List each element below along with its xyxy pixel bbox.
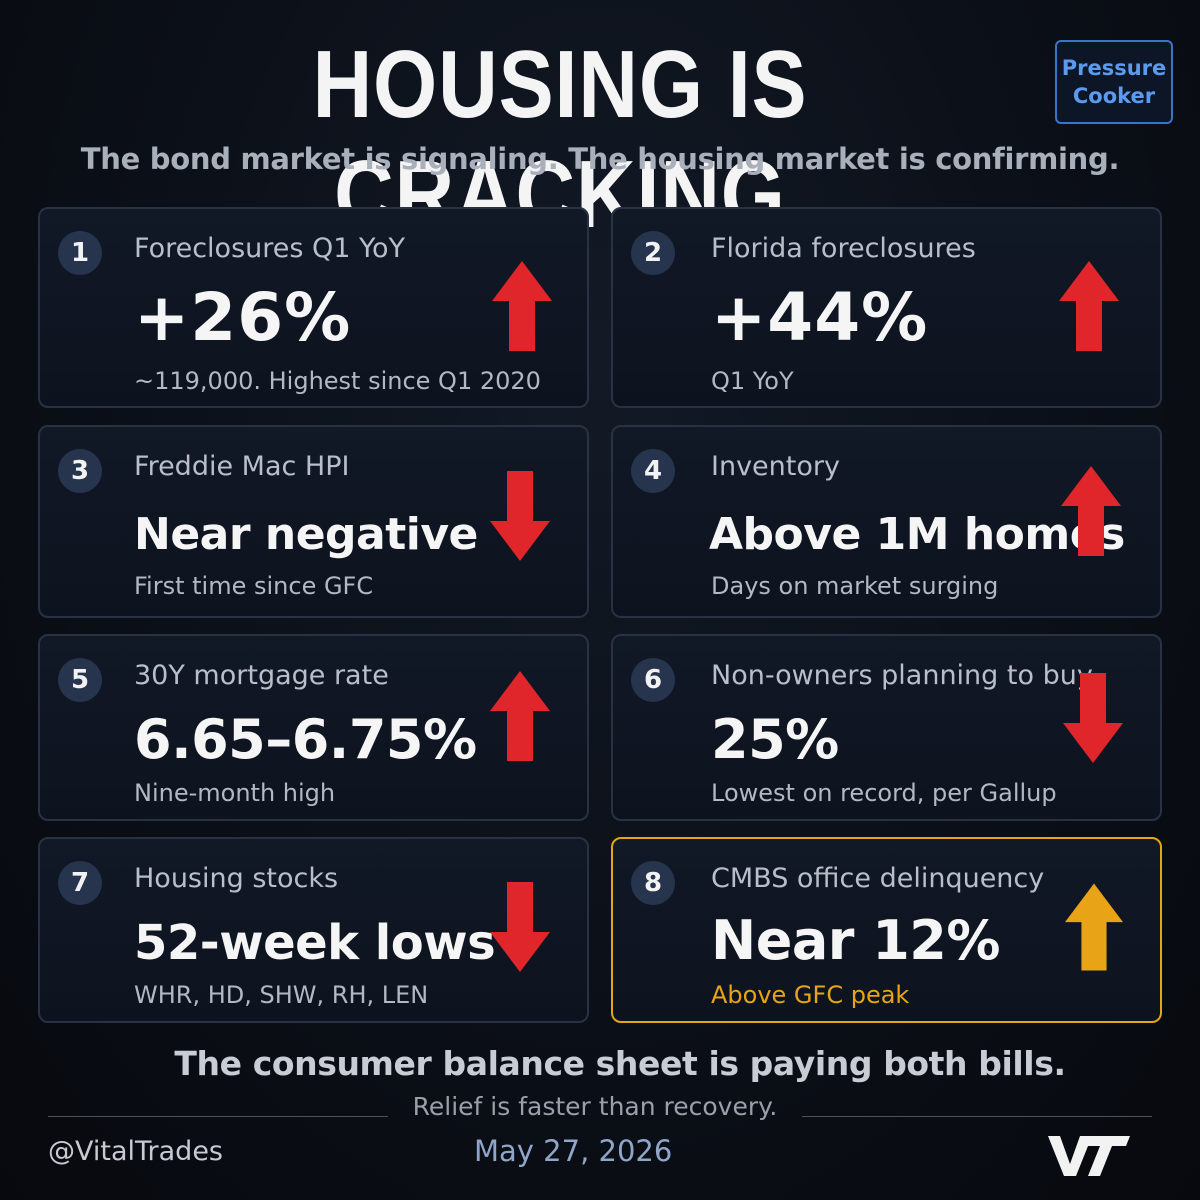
vt-logo-icon xyxy=(1048,1136,1130,1176)
card-value: +26% xyxy=(134,279,352,356)
author-handle: @VitalTrades xyxy=(48,1136,223,1167)
card-value: Above 1M homes xyxy=(709,509,1125,560)
footer-divider-left xyxy=(48,1116,388,1117)
card-number-badge: 5 xyxy=(58,658,102,702)
card-freddie-mac-hpi: 3 Freddie Mac HPI Near negative First ti… xyxy=(38,425,589,618)
card-value: Near negative xyxy=(134,509,478,560)
card-cmbs-office-delinquency: 8 CMBS office delinquency Near 12% Above… xyxy=(611,837,1162,1023)
card-florida-foreclosures: 2 Florida foreclosures +44% Q1 YoY xyxy=(611,207,1162,408)
badge-line-2: Cooker xyxy=(1072,84,1156,108)
pressure-cooker-badge: Pressure Cooker xyxy=(1055,40,1173,124)
card-mortgage-rate: 5 30Y mortgage rate 6.65–6.75% Nine-mont… xyxy=(38,634,589,821)
card-value: 25% xyxy=(711,708,839,771)
card-note: ~119,000. Highest since Q1 2020 xyxy=(134,367,541,395)
card-housing-stocks: 7 Housing stocks 52-week lows WHR, HD, S… xyxy=(38,837,589,1023)
card-label: Non-owners planning to buy xyxy=(711,660,1093,691)
card-number-badge: 2 xyxy=(631,231,675,275)
card-note: Nine-month high xyxy=(134,779,336,807)
card-note: Days on market surging xyxy=(711,572,999,600)
arrow-up-icon xyxy=(1065,883,1123,971)
card-number-badge: 3 xyxy=(58,449,102,493)
card-label: Florida foreclosures xyxy=(711,233,976,264)
card-label: Freddie Mac HPI xyxy=(134,451,350,482)
page-subtitle: The bond market is signaling. The housin… xyxy=(80,142,1120,176)
arrow-up-icon xyxy=(1061,466,1121,556)
card-inventory: 4 Inventory Above 1M homes Days on marke… xyxy=(611,425,1162,618)
card-foreclosures: 1 Foreclosures Q1 YoY +26% ~119,000. Hig… xyxy=(38,207,589,408)
arrow-down-icon xyxy=(1063,673,1123,763)
card-value: Near 12% xyxy=(711,909,1000,972)
arrow-up-icon xyxy=(1059,261,1119,351)
arrow-up-icon xyxy=(490,671,550,761)
page-title: HOUSING IS CRACKING xyxy=(312,31,808,248)
arrow-up-icon xyxy=(492,261,552,351)
card-label: CMBS office delinquency xyxy=(711,863,1045,894)
card-number-badge: 8 xyxy=(631,861,675,905)
post-date: May 27, 2026 xyxy=(474,1134,673,1168)
card-label: 30Y mortgage rate xyxy=(134,660,389,691)
card-note: Q1 YoY xyxy=(711,367,794,395)
card-note: WHR, HD, SHW, RH, LEN xyxy=(134,981,429,1009)
arrow-down-icon xyxy=(490,471,550,561)
card-value: 52-week lows xyxy=(134,915,496,971)
card-label: Foreclosures Q1 YoY xyxy=(134,233,405,264)
card-label: Housing stocks xyxy=(134,863,339,894)
footer-subline: Relief is faster than recovery. xyxy=(412,1092,778,1121)
footer-divider-right xyxy=(802,1116,1152,1117)
badge-line-1: Pressure xyxy=(1061,56,1167,80)
card-note: Above GFC peak xyxy=(711,981,910,1009)
card-note: Lowest on record, per Gallup xyxy=(711,779,1057,807)
card-label: Inventory xyxy=(711,451,840,482)
card-non-owners: 6 Non-owners planning to buy 25% Lowest … xyxy=(611,634,1162,821)
card-number-badge: 6 xyxy=(631,658,675,702)
card-value: 6.65–6.75% xyxy=(134,708,477,771)
card-note: First time since GFC xyxy=(134,572,374,600)
card-value: +44% xyxy=(711,279,929,356)
card-number-badge: 1 xyxy=(58,231,102,275)
card-number-badge: 7 xyxy=(58,861,102,905)
card-number-badge: 4 xyxy=(631,449,675,493)
footer-headline: The consumer balance sheet is paying bot… xyxy=(174,1044,1066,1083)
arrow-down-icon xyxy=(490,882,550,972)
